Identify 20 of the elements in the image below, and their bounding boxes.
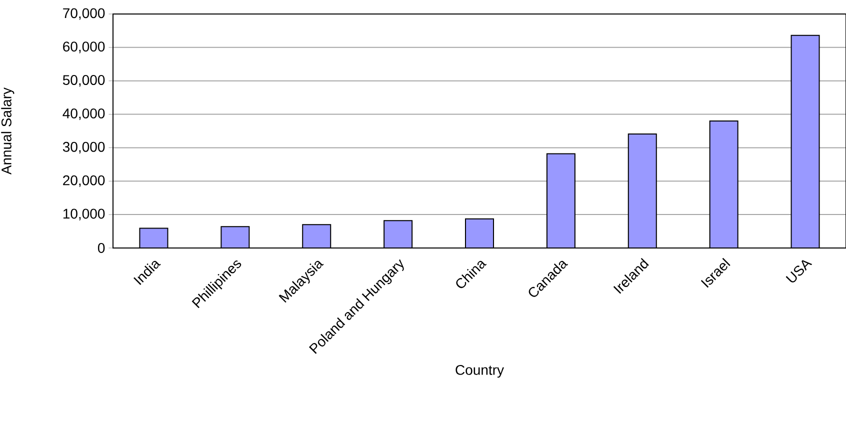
bar <box>628 134 657 248</box>
y-tick-label: 40,000 <box>62 108 105 120</box>
x-tick-label: USA <box>786 260 812 282</box>
bar <box>790 34 820 248</box>
bar <box>546 153 576 248</box>
bar <box>302 224 332 248</box>
y-tick-label: 70,000 <box>63 8 105 20</box>
y-tick-label: 30,000 <box>62 142 105 154</box>
bar <box>220 226 250 248</box>
y-axis-title: Annual Salary <box>1 87 14 175</box>
y-tick-label: 20,000 <box>63 175 105 187</box>
y-tick-label: 0 <box>98 243 105 253</box>
y-tick-label: 10,000 <box>63 208 105 220</box>
bar <box>465 218 494 248</box>
bar <box>709 120 738 248</box>
x-axis-title: Country <box>456 364 504 378</box>
y-tick-label: 60,000 <box>63 42 105 54</box>
bar <box>139 228 168 248</box>
bar <box>384 220 413 248</box>
y-tick-label: 50,000 <box>62 75 105 87</box>
